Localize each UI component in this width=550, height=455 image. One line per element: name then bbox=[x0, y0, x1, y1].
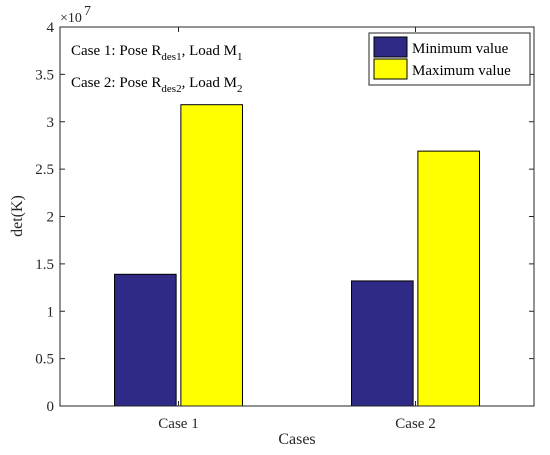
bars bbox=[114, 104, 480, 407]
case-annotations: Case 1: Pose Rdes1, Load M1 Case 2: Pose … bbox=[71, 43, 243, 95]
x-tick-label: Case 1 bbox=[158, 416, 198, 432]
bar-minimum-case-1 bbox=[114, 273, 177, 407]
y-tick-label: 0.5 bbox=[35, 352, 54, 368]
y-exponent-power: 7 bbox=[84, 4, 91, 19]
y-tick-label: 2.5 bbox=[35, 162, 54, 178]
bar-maximum-case-1 bbox=[180, 104, 243, 407]
legend-swatch-minimum bbox=[373, 36, 408, 58]
bar-minimum-case-2 bbox=[351, 280, 414, 407]
x-tick-label: Case 2 bbox=[395, 416, 435, 432]
case-annotation: Case 2: Pose Rdes2, Load M2 bbox=[71, 75, 243, 95]
y-tick-label: 1.5 bbox=[35, 257, 54, 273]
x-ticks: Case 1 Case 2 bbox=[158, 27, 436, 432]
y-tick-label: 3 bbox=[47, 115, 55, 131]
legend: Minimum value Maximum value bbox=[368, 32, 531, 86]
plot-frame bbox=[59, 26, 535, 407]
legend-label-minimum: Minimum value bbox=[412, 41, 509, 57]
y-tick-label: 3.5 bbox=[35, 67, 54, 83]
legend-swatch-maximum bbox=[373, 58, 408, 80]
y-ticks: 0 0.5 1 1.5 2 2.5 3 3.5 4 bbox=[35, 20, 534, 415]
case-annotation: Case 1: Pose Rdes1, Load M1 bbox=[71, 43, 243, 63]
y-tick-label: 1 bbox=[47, 304, 55, 320]
y-tick-label: 2 bbox=[47, 210, 55, 226]
x-axis-label: Cases bbox=[278, 431, 315, 448]
legend-label-maximum: Maximum value bbox=[412, 63, 511, 79]
bar-maximum-case-2 bbox=[417, 150, 480, 407]
y-exponent-base: ×10 bbox=[60, 11, 82, 26]
y-axis-label: det(K) bbox=[9, 195, 26, 237]
y-tick-label: 0 bbox=[47, 399, 55, 415]
y-tick-label: 4 bbox=[47, 20, 55, 36]
